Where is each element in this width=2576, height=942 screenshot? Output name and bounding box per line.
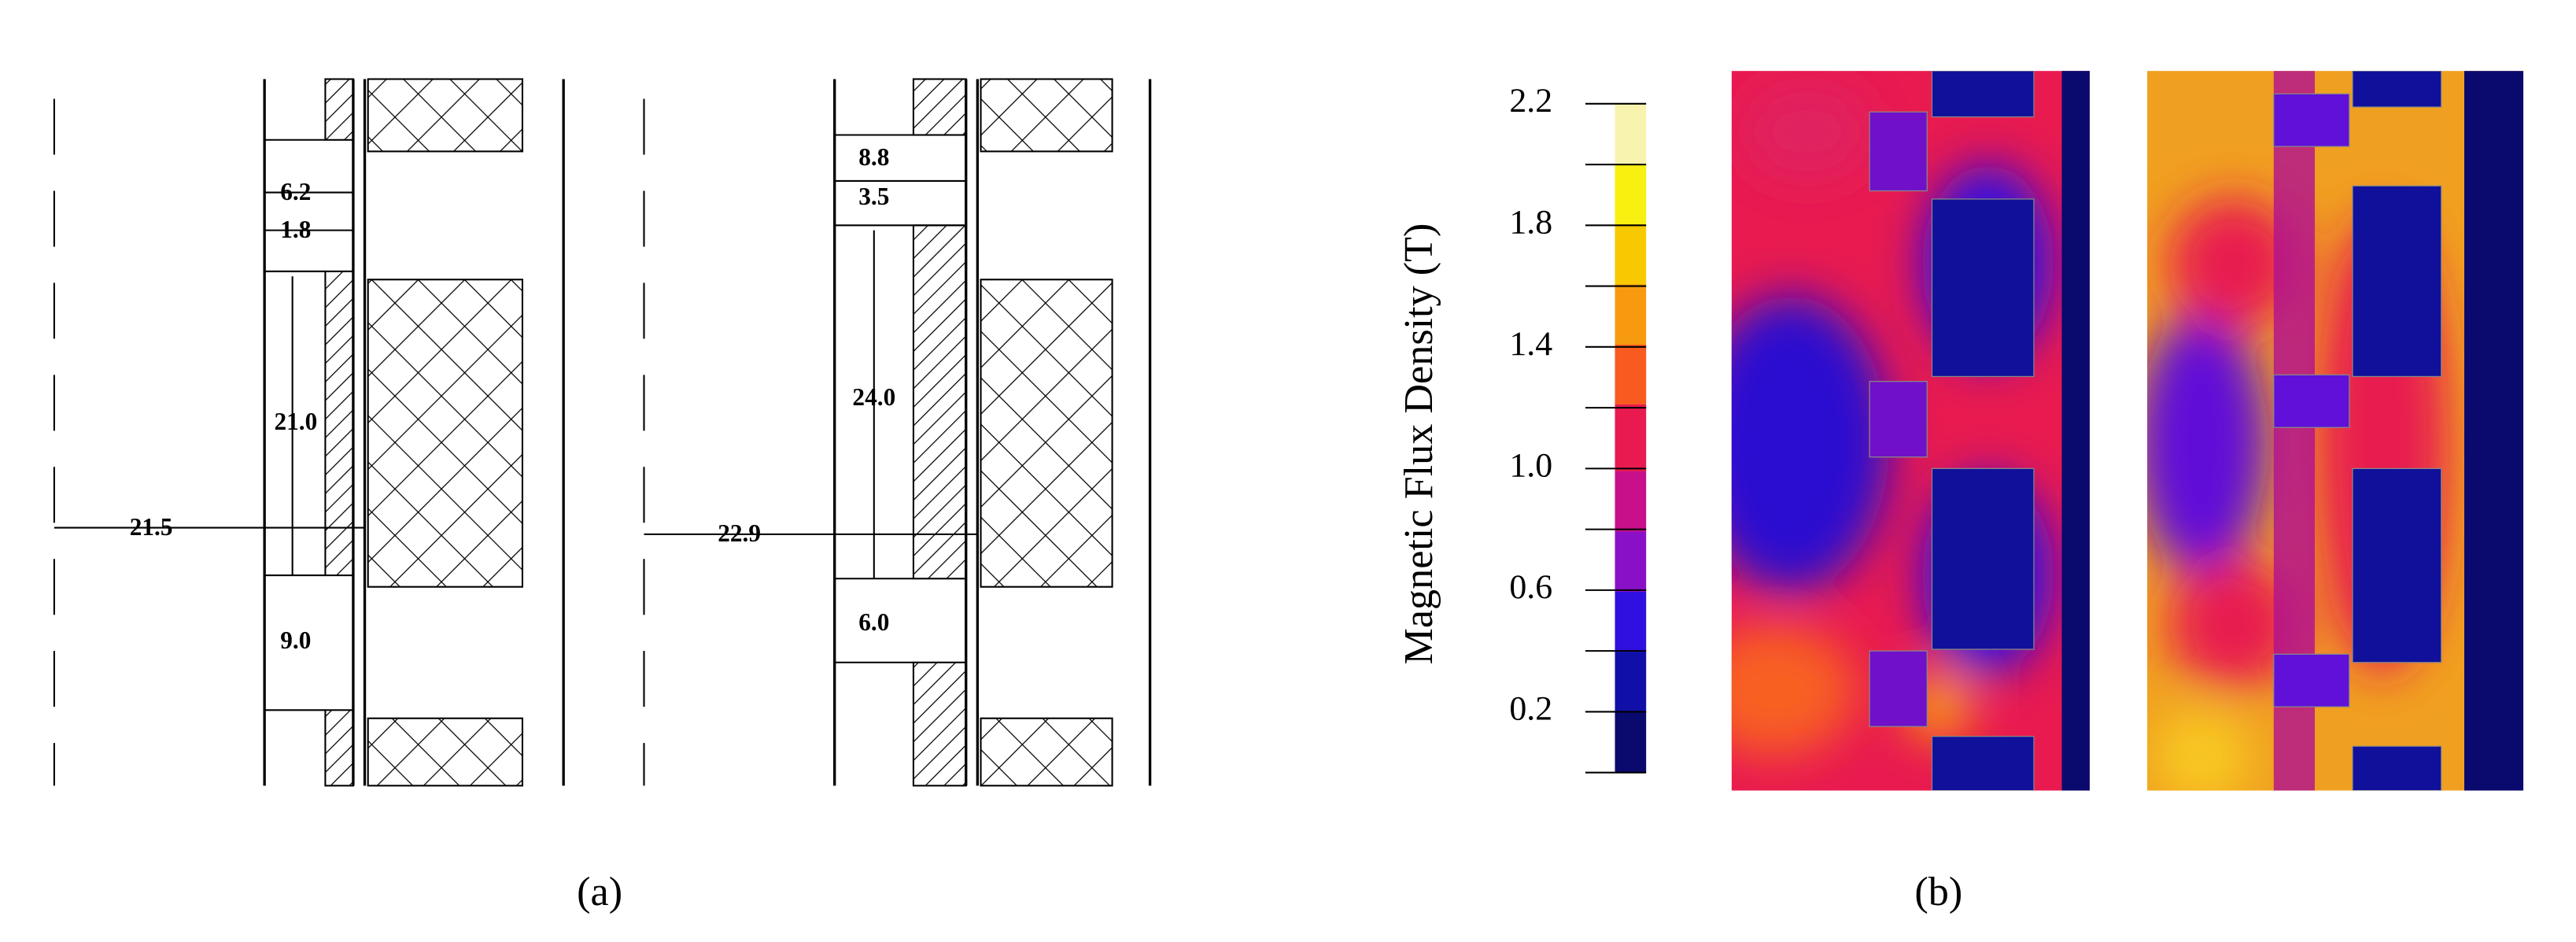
caption: (a) — [577, 869, 622, 914]
dimension: 9.0 — [280, 626, 311, 654]
dimension: 1.8 — [280, 216, 311, 243]
dimension: 21.5 — [130, 513, 173, 541]
dimension: 8.8 — [858, 143, 889, 171]
colorbar: Magnetic Flux Density (T) 0.2 0.6 1.0 1.4 1.… — [1396, 82, 1647, 774]
dimension: 22.9 — [718, 519, 761, 547]
dimension: 6.2 — [280, 178, 311, 205]
drawing-left — [53, 78, 565, 787]
tick-label: 0.6 — [1509, 568, 1552, 606]
drawing-right — [643, 78, 1152, 787]
field-map-right — [2147, 71, 2524, 791]
dimension: 6.0 — [858, 608, 889, 636]
tick-label: 0.2 — [1509, 689, 1552, 727]
tick-label: 1.4 — [1509, 325, 1552, 363]
caption: (b) — [1914, 869, 1962, 914]
colorbar-label: Magnetic Flux Density (T) — [1396, 223, 1441, 665]
colorbar-scale — [1615, 103, 1647, 773]
dimension: 21.0 — [274, 408, 317, 435]
dimension-labels: 6.2 1.8 21.0 21.5 9.0 8.8 3.5 24.0 22.9 … — [130, 143, 896, 654]
field-map-left — [1731, 71, 2090, 791]
tick-label: 2.2 — [1509, 82, 1552, 120]
tick-label: 1.0 — [1509, 446, 1552, 484]
dimension: 3.5 — [858, 183, 889, 210]
dimension: 24.0 — [852, 383, 895, 411]
tick-label: 1.8 — [1509, 203, 1552, 241]
